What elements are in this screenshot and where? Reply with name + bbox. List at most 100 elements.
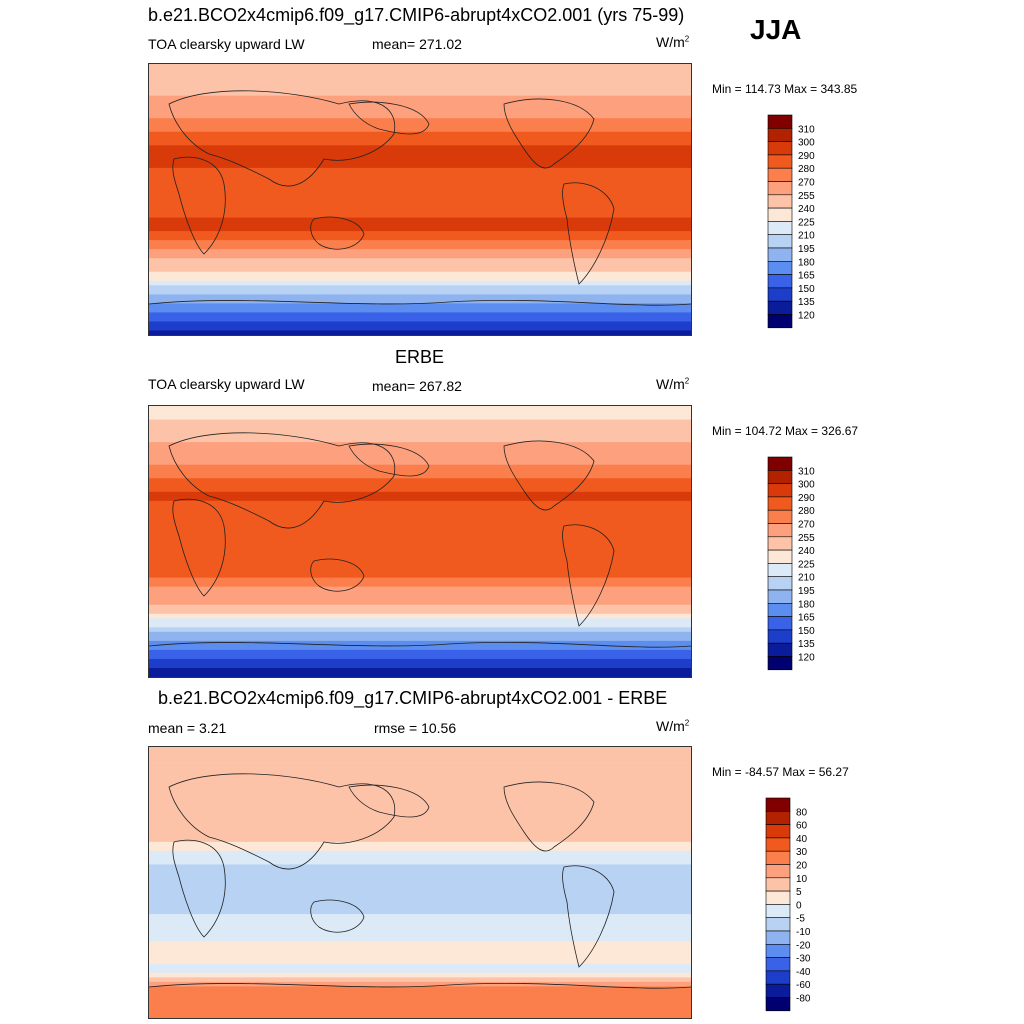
panel-2-map — [148, 405, 692, 678]
map-band — [149, 91, 691, 97]
map-band — [149, 428, 691, 434]
map-band — [149, 667, 691, 674]
colorbar-box — [765, 890, 791, 905]
colorbar-tick-label: 120 — [798, 653, 815, 664]
colorbar-tick-label: 225 — [798, 217, 815, 228]
map-band — [149, 796, 691, 802]
panel-2-variable: TOA clearsky upward LW — [148, 376, 305, 392]
panel-2-colorbar-svg: 310 300 290 280 270 255 240 225 210 195 180 165 150 1… — [767, 456, 815, 671]
map-band — [149, 841, 691, 847]
map-band — [149, 446, 691, 452]
colorbar-box — [767, 656, 793, 671]
colorbar-box — [765, 917, 791, 932]
panel-3-rmse: rmse = 10.56 — [374, 720, 457, 736]
map-band — [149, 963, 691, 969]
map-band — [149, 645, 691, 651]
colorbar-tick-label: -20 — [796, 940, 811, 951]
map-band — [149, 604, 691, 610]
map-band — [149, 487, 691, 493]
map-band — [149, 756, 691, 762]
panel-1-mean: mean= 271.02 — [372, 36, 462, 52]
map-band — [149, 303, 691, 309]
map-band — [149, 981, 691, 987]
map-band — [149, 649, 691, 656]
colorbar-tick-label: 30 — [796, 847, 808, 858]
map-band — [149, 514, 691, 520]
colorbar-box — [767, 167, 793, 182]
continent-outline — [310, 899, 365, 933]
colorbar-tick-label: -10 — [796, 927, 811, 938]
map-band — [149, 491, 691, 497]
continent-outline — [503, 781, 595, 852]
colorbar-tick-label: 5 — [796, 887, 802, 898]
colorbar-box — [765, 877, 791, 892]
map-band — [149, 167, 691, 173]
map-band — [149, 437, 691, 443]
map-band — [149, 1008, 691, 1015]
continent-outline — [168, 432, 396, 529]
map-band — [149, 518, 691, 525]
map-band — [149, 505, 691, 511]
map-band — [149, 765, 691, 771]
map-band — [149, 769, 691, 775]
colorbar-tick-label: 180 — [798, 257, 815, 268]
map-band — [149, 469, 691, 475]
colorbar-tick-label: 165 — [798, 613, 815, 624]
map-band — [149, 181, 691, 187]
colorbar-box — [767, 234, 793, 249]
panel-2-mean: mean= 267.82 — [372, 378, 462, 394]
map-band — [149, 113, 691, 119]
map-band — [149, 905, 691, 911]
map-band — [149, 546, 691, 552]
colorbar-box — [767, 181, 793, 196]
colorbar-box — [767, 261, 793, 275]
map-band — [149, 325, 691, 332]
colorbar-box — [767, 563, 793, 578]
continent-outline — [562, 865, 615, 968]
map-band — [149, 235, 691, 241]
colorbar-tick-label: -5 — [796, 914, 805, 925]
map-band — [149, 410, 691, 416]
map-band — [149, 582, 691, 588]
map-band — [149, 86, 691, 92]
map-band — [149, 154, 691, 160]
map-band — [149, 654, 691, 660]
colorbar-tick-label: -40 — [796, 967, 811, 978]
map-band — [149, 307, 691, 314]
panel-3-map-plot — [149, 747, 691, 1018]
map-band — [149, 914, 691, 920]
panel-2-minmax: Min = 104.72 Max = 326.67 — [712, 424, 859, 438]
map-band — [149, 64, 691, 70]
colorbar-box — [765, 970, 791, 985]
map-band — [149, 959, 691, 965]
colorbar-tick-label: 135 — [798, 639, 815, 650]
map-band — [149, 1004, 691, 1010]
colorbar-box — [765, 811, 791, 825]
colorbar-box — [767, 603, 793, 617]
colorbar-box — [765, 837, 791, 852]
map-band — [149, 774, 691, 780]
panel-1-title: b.e21.BCO2x4cmip6.f09_g17.CMIP6-abrupt4x… — [148, 5, 685, 25]
continent-outline — [310, 558, 365, 592]
map-band — [149, 927, 691, 933]
colorbar-box — [767, 456, 793, 471]
map-band — [149, 109, 691, 115]
map-band — [149, 600, 691, 606]
map-band — [149, 473, 691, 479]
map-band — [149, 778, 691, 784]
colorbar-tick-label: -80 — [796, 994, 811, 1005]
map-band — [149, 271, 691, 277]
colorbar-box — [765, 797, 791, 812]
map-band — [149, 194, 691, 201]
map-band — [149, 896, 691, 902]
panel-1-map-plot — [149, 64, 691, 335]
map-band — [149, 900, 691, 906]
map-band — [149, 977, 691, 983]
map-band — [149, 801, 691, 807]
map-band — [149, 312, 691, 318]
map-band — [149, 523, 691, 529]
map-band — [149, 222, 691, 228]
colorbar-box — [765, 957, 791, 972]
panel-3-colorbar-svg: 80 60 40 30 20 10 5 0 -5 -10 -20 -30 -40 -60 -80 — [765, 797, 811, 1012]
map-band — [149, 424, 691, 430]
